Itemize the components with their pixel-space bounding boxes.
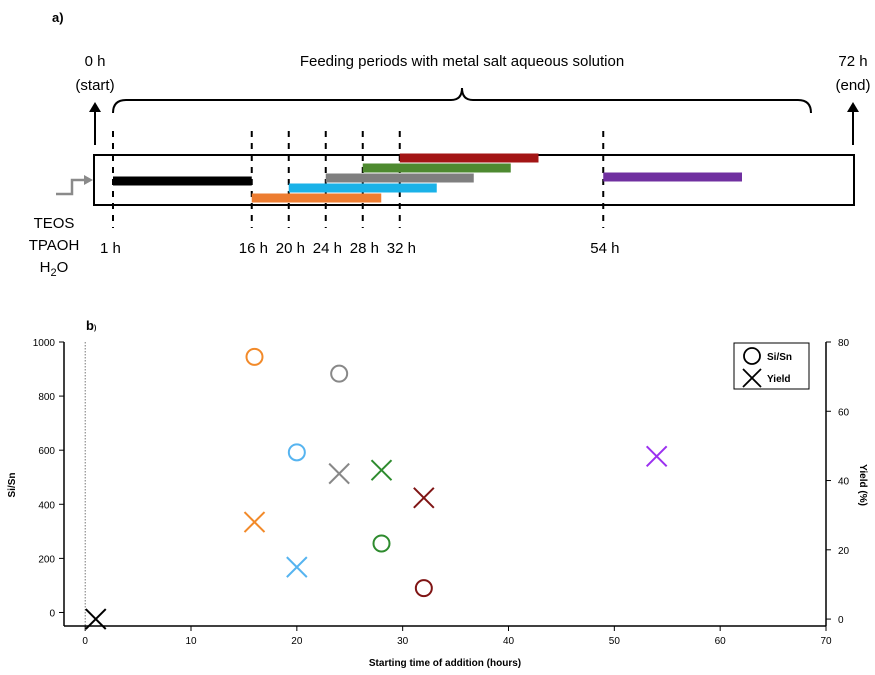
y-tick-label-4: 800 <box>38 392 55 403</box>
yield-point-4 <box>370 459 393 481</box>
data-points <box>85 347 668 630</box>
panel-b-label: b) <box>86 318 96 333</box>
panel-b: b) 0 10 20 30 40 50 60 70 0 200 400 600 800 1000 0 20… <box>7 318 868 669</box>
marker-label-3: 24 h <box>313 240 342 257</box>
legend: Si/Sn Yield <box>733 342 810 390</box>
legend-circle-marker <box>743 347 761 365</box>
start-time-label: 0 h <box>85 53 106 70</box>
input-teos: TEOS <box>34 215 75 232</box>
feeding-label: Feeding periods with metal salt aqueous … <box>300 53 624 70</box>
feeding-brace <box>112 87 812 114</box>
y-tick-label-5: 1000 <box>33 338 56 349</box>
y-tick-label-1: 200 <box>38 554 55 565</box>
end-note-label: (end) <box>835 77 870 94</box>
y2-axis-ticks: 0 20 40 60 80 <box>826 338 850 626</box>
panel-a-label: a) <box>52 10 64 25</box>
input-water: H2O <box>40 259 69 279</box>
x-tick-label-2: 20 <box>291 636 303 647</box>
yield-point-0 <box>85 608 107 630</box>
sisn-point-1 <box>287 443 306 462</box>
marker-label-4: 28 h <box>350 240 379 257</box>
start-note-label: (start) <box>75 77 114 94</box>
yield-point-1 <box>243 511 266 533</box>
start-arrow <box>89 102 101 145</box>
yield-point-3 <box>328 462 350 485</box>
x-axis-label: Starting time of addition (hours) <box>369 658 521 669</box>
x-tick-label-0: 0 <box>82 636 88 647</box>
sisn-point-3 <box>372 534 391 553</box>
feeding-bars <box>113 153 742 203</box>
time-markers: 1 h 16 h 20 h 24 h 28 h 32 h 54 h <box>100 131 619 257</box>
marker-label-5: 32 h <box>387 240 416 257</box>
end-arrow <box>847 102 859 145</box>
marker-label-1: 16 h <box>239 240 268 257</box>
marker-label-2: 20 h <box>276 240 305 257</box>
sisn-point-0 <box>245 347 264 366</box>
panel-a: a) 0 h (start) 72 h (end) Feeding period… <box>29 10 871 279</box>
y2-axis-label: Yield (%) <box>857 464 868 506</box>
x-tick-label-1: 10 <box>185 636 197 647</box>
yield-point-5 <box>413 487 435 509</box>
legend-entry-yield: Yield <box>767 374 791 385</box>
x-tick-label-3: 30 <box>397 636 409 647</box>
x-tick-label-4: 40 <box>503 636 515 647</box>
end-time-label: 72 h <box>838 53 867 70</box>
x-tick-label-5: 50 <box>609 636 621 647</box>
x-axis-ticks: 0 10 20 30 40 50 60 70 <box>82 626 832 647</box>
y-tick-label-0: 0 <box>49 608 55 619</box>
yield-point-2 <box>286 556 308 578</box>
y2-tick-label-2: 40 <box>838 477 850 488</box>
input-arrow-head <box>84 175 93 185</box>
y2-tick-label-1: 20 <box>838 546 850 557</box>
legend-cross-marker <box>742 368 762 388</box>
legend-entry-sisn: Si/Sn <box>767 352 792 363</box>
marker-label-0: 1 h <box>100 240 121 257</box>
y-axis-ticks: 0 200 400 600 800 1000 <box>33 338 64 619</box>
x-tick-label-7: 70 <box>820 636 832 647</box>
y2-tick-label-3: 60 <box>838 407 850 418</box>
yield-point-6 <box>645 445 668 467</box>
x-tick-label-6: 60 <box>715 636 727 647</box>
y-tick-label-2: 400 <box>38 500 55 511</box>
marker-label-6: 54 h <box>590 240 619 257</box>
y2-tick-label-0: 0 <box>838 615 844 626</box>
y-axis-label: Si/Sn <box>7 472 18 497</box>
sisn-point-2 <box>330 364 349 383</box>
input-arrow <box>56 178 85 196</box>
y2-tick-label-4: 80 <box>838 338 850 349</box>
input-tpaoh: TPAOH <box>29 237 80 254</box>
sisn-point-4 <box>414 579 433 598</box>
y-tick-label-3: 600 <box>38 446 55 457</box>
